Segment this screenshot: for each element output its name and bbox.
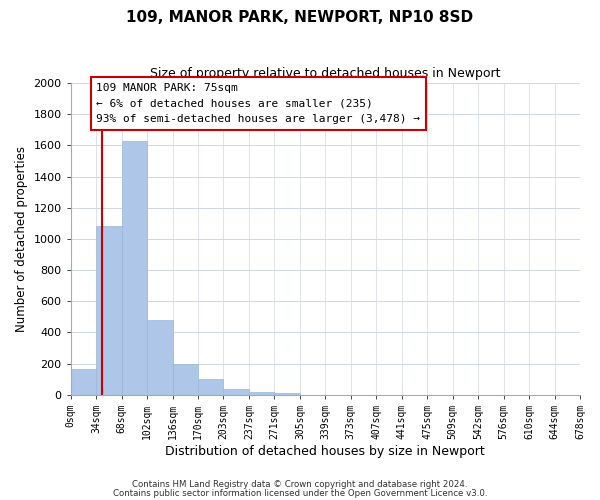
Text: 109, MANOR PARK, NEWPORT, NP10 8SD: 109, MANOR PARK, NEWPORT, NP10 8SD	[127, 10, 473, 25]
Bar	[122, 142, 147, 394]
X-axis label: Distribution of detached houses by size in Newport: Distribution of detached houses by size …	[166, 444, 485, 458]
Bar	[223, 389, 249, 394]
Text: Contains HM Land Registry data © Crown copyright and database right 2024.: Contains HM Land Registry data © Crown c…	[132, 480, 468, 489]
Y-axis label: Number of detached properties: Number of detached properties	[15, 146, 28, 332]
Bar	[173, 364, 198, 394]
Bar	[198, 379, 223, 394]
Bar	[274, 393, 300, 394]
Text: 109 MANOR PARK: 75sqm
← 6% of detached houses are smaller (235)
93% of semi-deta: 109 MANOR PARK: 75sqm ← 6% of detached h…	[96, 83, 420, 124]
Title: Size of property relative to detached houses in Newport: Size of property relative to detached ho…	[150, 68, 500, 80]
Bar	[71, 369, 96, 394]
Bar	[249, 392, 274, 394]
Bar	[147, 320, 173, 394]
Text: Contains public sector information licensed under the Open Government Licence v3: Contains public sector information licen…	[113, 488, 487, 498]
Bar	[96, 226, 122, 394]
